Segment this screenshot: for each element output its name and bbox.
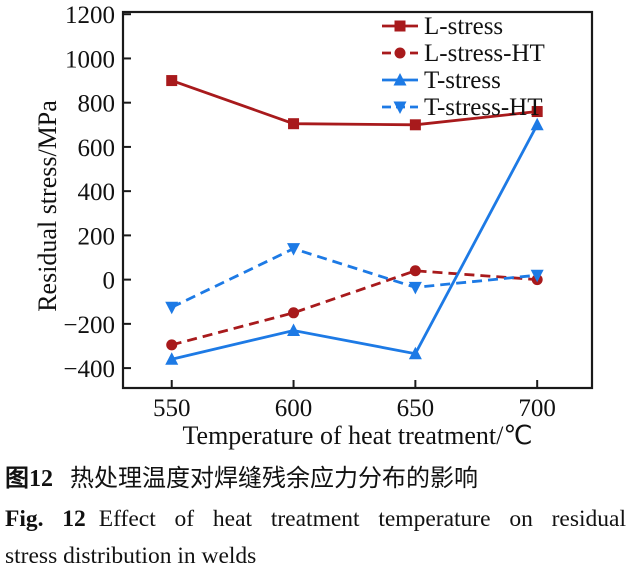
y-tick-label: 0 [103,268,116,295]
legend-label: L-stress-HT [424,40,545,67]
x-tick-label: 700 [518,395,556,422]
caption-en-label: Fig. 12 [5,506,86,532]
legend-label: T-stress [424,67,501,94]
series-line [171,79,538,127]
x-tick-label: 550 [153,395,191,422]
y-tick-label: −400 [63,356,115,383]
x-tick-label: 650 [397,395,435,422]
series-t-stress [165,117,544,365]
series-l-stress-ht [166,265,543,351]
legend-label: T-stress-HT [424,94,543,121]
caption-zh-text: 热处理温度对焊缝残余应力分布的影响 [70,466,478,492]
y-tick-label: 1200 [65,2,115,29]
y-tick-label: 600 [78,135,116,162]
y-tick-label: 1000 [65,46,115,73]
x-tick-label: 600 [275,395,313,422]
y-tick-label: −200 [63,312,115,339]
legend-item-l-stress-ht: L-stress-HT [382,40,545,67]
series-l-stress [166,75,543,131]
caption-zh: 图12 热处理温度对焊缝残余应力分布的影响 [5,464,626,495]
series-line [171,124,539,361]
y-tick-label: 400 [78,179,116,206]
figure-caption: 图12 热处理温度对焊缝残余应力分布的影响 Fig. 12 Effect of he… [5,464,626,575]
series-line [171,247,538,309]
caption-en-line2: stress distribution in welds [5,543,257,569]
legend-item-t-stress: T-stress [382,67,501,94]
y-tick-label: 800 [78,91,116,118]
x-axis-title: Temperature of heat treatment/℃ [182,421,532,450]
caption-en-line1: Fig. 12 Effect of heat treatment temperat… [5,501,626,538]
series-t-stress-ht [165,243,544,315]
chart-canvas: 550 600 650 700 1200 1000 800 600 400 200 0 −200 −40… [33,2,594,450]
legend-item-t-stress-ht: T-stress-HT [382,94,543,121]
y-tick-label: 200 [78,223,116,250]
caption-en-text: Effect of heat treatment temperature on … [98,506,626,532]
legend-item-l-stress: L-stress [382,13,503,40]
y-axis-title: Residual stress/MPa [33,100,62,312]
plot-border [121,10,594,390]
legend-label: L-stress [424,13,503,40]
caption-zh-label: 图12 [5,466,53,492]
series-line [171,269,538,347]
